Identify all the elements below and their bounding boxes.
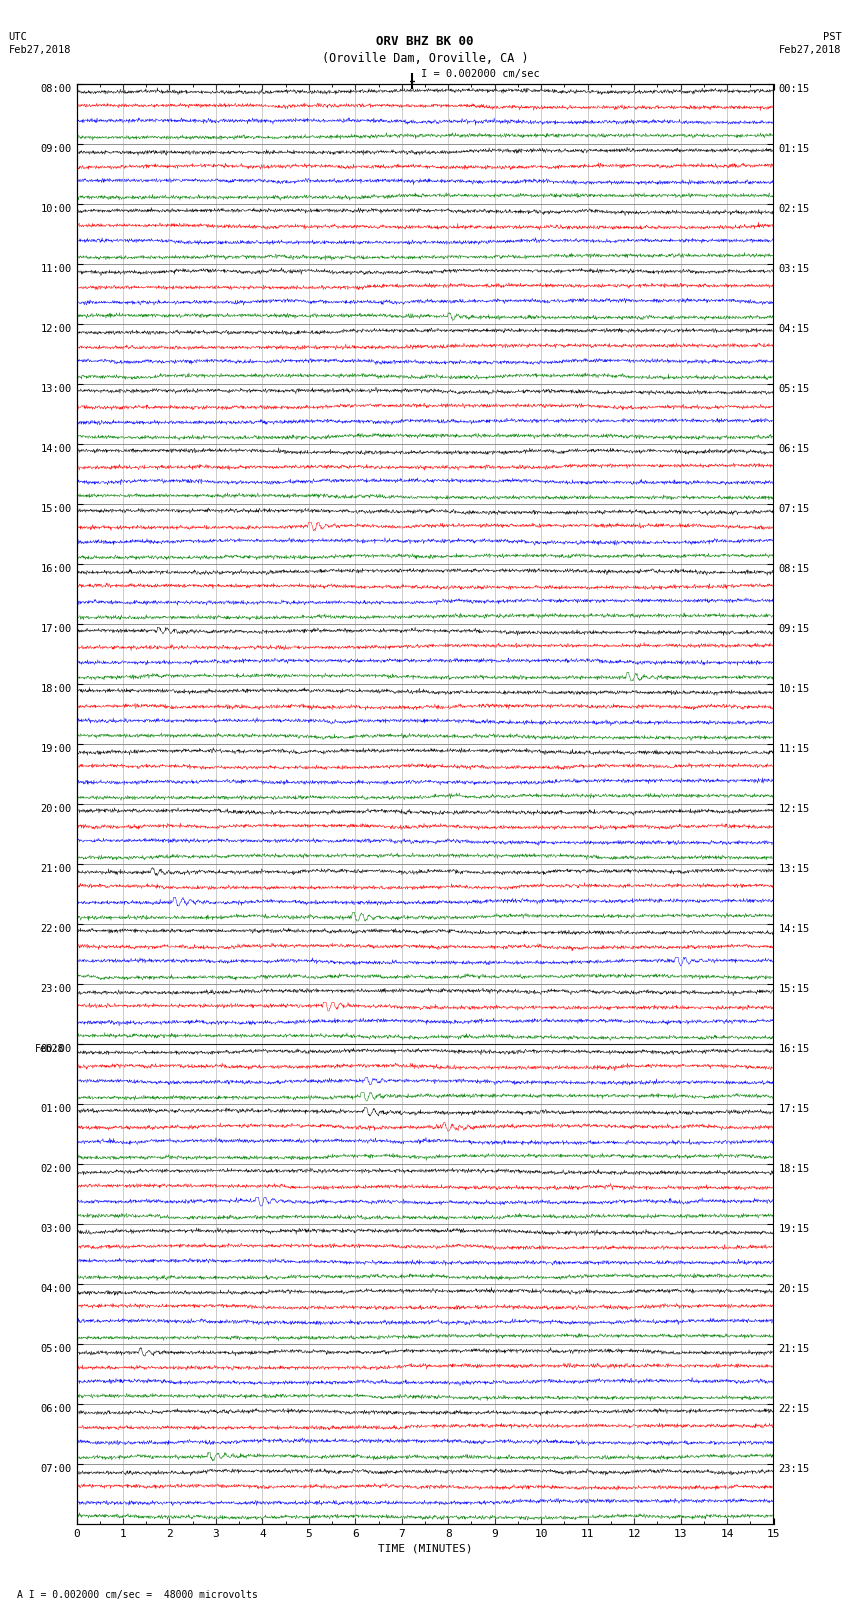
X-axis label: TIME (MINUTES): TIME (MINUTES) xyxy=(377,1544,473,1553)
Text: PST: PST xyxy=(823,32,842,42)
Text: Feb27,2018: Feb27,2018 xyxy=(779,45,842,55)
Text: Feb27,2018: Feb27,2018 xyxy=(8,45,71,55)
Text: ORV BHZ BK 00: ORV BHZ BK 00 xyxy=(377,35,473,48)
Text: Feb28: Feb28 xyxy=(34,1044,64,1055)
Text: (Oroville Dam, Oroville, CA ): (Oroville Dam, Oroville, CA ) xyxy=(321,52,529,65)
Text: I = 0.002000 cm/sec: I = 0.002000 cm/sec xyxy=(421,69,540,79)
Text: A I = 0.002000 cm/sec =  48000 microvolts: A I = 0.002000 cm/sec = 48000 microvolts xyxy=(17,1590,258,1600)
Text: UTC: UTC xyxy=(8,32,27,42)
